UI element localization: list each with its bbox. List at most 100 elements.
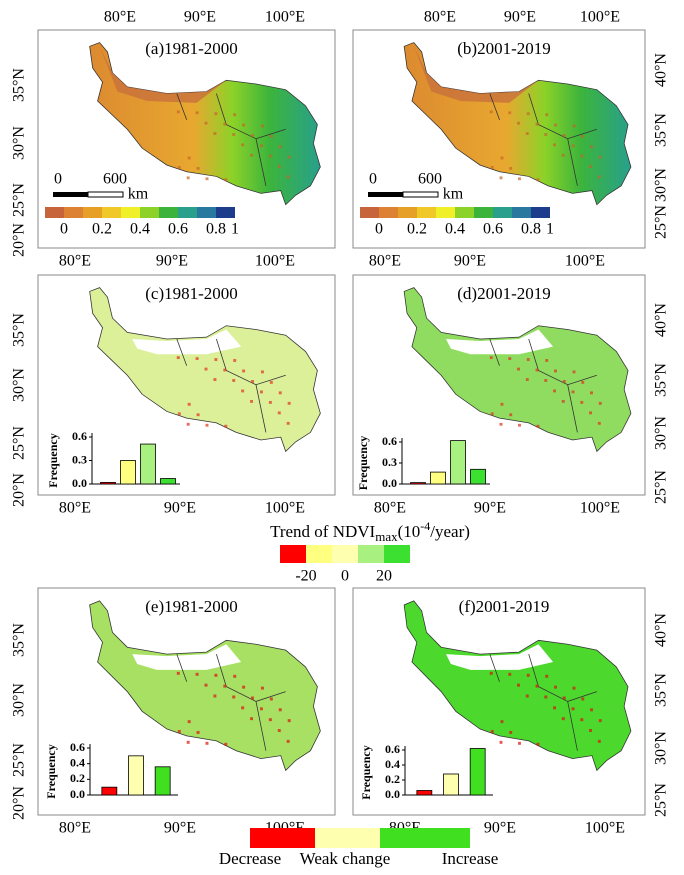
speck	[213, 132, 217, 135]
colorbar-swatch	[417, 207, 436, 218]
scale-label: km	[128, 186, 149, 203]
speck	[571, 707, 575, 711]
speck	[571, 144, 575, 148]
bottom-tick-label: 100°E	[255, 253, 295, 270]
speck	[499, 740, 503, 744]
speck	[242, 123, 246, 127]
inset-tick-label: 0.0	[382, 476, 397, 490]
speck	[260, 370, 264, 374]
panel-title: (a)1981-2000	[145, 39, 238, 58]
speck	[490, 166, 494, 169]
speck	[213, 694, 217, 698]
trend-legend-part: max	[375, 529, 398, 544]
map	[403, 600, 632, 771]
colorbar-label: 0.8	[521, 221, 541, 238]
colorbar-swatch	[360, 207, 379, 218]
speck	[287, 401, 291, 405]
boundaries	[176, 93, 286, 186]
speck	[251, 696, 255, 700]
speck	[269, 697, 273, 701]
speck	[242, 685, 246, 689]
colorbar-swatch	[493, 207, 512, 218]
speck	[205, 423, 209, 427]
speck	[242, 369, 246, 373]
bar	[416, 790, 433, 796]
speck	[517, 683, 520, 687]
speck	[526, 673, 530, 677]
colorbar-swatch	[455, 207, 474, 218]
speck	[278, 391, 282, 395]
speck	[535, 684, 539, 688]
bottom-tick-label: 80°E	[59, 253, 91, 270]
speck	[286, 739, 290, 743]
speck	[241, 143, 245, 147]
side-tick-label: 25°N	[11, 183, 28, 217]
speck	[195, 672, 199, 676]
speck	[554, 123, 557, 127]
speck	[196, 413, 200, 417]
bar	[154, 766, 171, 796]
speck	[489, 671, 493, 675]
top-tick-label: 80°E	[424, 9, 456, 26]
trend-legend-part: -4	[420, 519, 430, 533]
speck	[268, 718, 272, 722]
barren-area	[446, 329, 554, 355]
speck	[177, 166, 181, 169]
scale-label: 600	[103, 171, 127, 188]
speck	[259, 707, 263, 711]
speck	[598, 155, 602, 159]
inset-tick-label: 0.3	[72, 452, 87, 466]
speck	[224, 178, 228, 182]
speck	[277, 729, 281, 732]
boundaries	[489, 653, 597, 751]
speck	[251, 134, 255, 137]
speck	[196, 731, 200, 734]
scale-bar-black	[368, 192, 403, 197]
speck	[500, 156, 504, 160]
speck	[508, 111, 512, 115]
speck	[233, 674, 237, 678]
speck	[597, 175, 601, 179]
colorbar-swatch	[45, 207, 64, 218]
speck	[287, 719, 291, 723]
colorbar-swatch	[102, 207, 121, 218]
speck	[590, 391, 593, 395]
speck	[545, 674, 549, 678]
side-tick-label: 30°N	[653, 416, 670, 450]
speck	[490, 412, 494, 416]
speck	[590, 145, 593, 149]
top-tick-label: 80°E	[104, 9, 136, 26]
speck	[509, 167, 513, 170]
speck	[269, 134, 273, 138]
inset-tick-label: 0.6	[70, 740, 85, 754]
inset-tick-label: 0.4	[70, 755, 85, 769]
bar	[430, 471, 446, 485]
bar	[450, 440, 466, 485]
inset-tick-label: 0.6	[72, 429, 87, 443]
speck	[562, 380, 566, 383]
trend-swatch	[306, 545, 332, 563]
colorbar-label: 0.6	[483, 221, 503, 238]
bar	[443, 773, 459, 796]
speck	[581, 697, 585, 701]
class-label: Decrease	[219, 849, 281, 868]
speck	[223, 122, 227, 126]
colorbar-label: 0.8	[206, 221, 226, 238]
speck	[186, 176, 190, 180]
speck	[572, 686, 576, 690]
speck	[277, 165, 281, 168]
speck	[508, 672, 512, 676]
class-label: Increase	[442, 849, 499, 868]
speck	[195, 357, 199, 360]
speck	[571, 390, 575, 394]
colorbar-swatch	[436, 207, 455, 218]
side-tick-label: 35°N	[11, 623, 28, 657]
panel-title: (d)2001-2019	[457, 284, 550, 303]
speck	[214, 112, 218, 116]
side-tick-label: 25°N	[653, 470, 670, 504]
speck	[597, 421, 601, 425]
speck	[590, 708, 593, 712]
speck	[562, 134, 566, 137]
colorbar-label: 0.2	[92, 221, 112, 238]
inset-tick-label: 0.2	[385, 772, 400, 786]
